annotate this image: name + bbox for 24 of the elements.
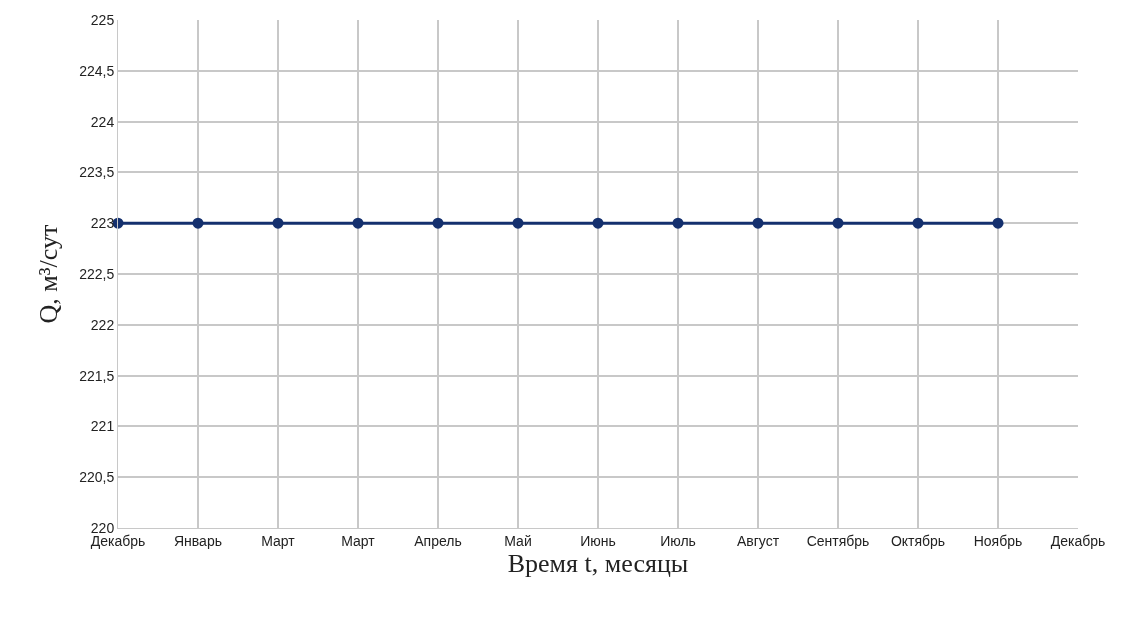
y-tick-label: 222,5: [79, 265, 115, 282]
x-tick-label: Июль: [660, 532, 696, 549]
y-tick-label: 224: [90, 113, 115, 130]
y-tick-label: 221,5: [79, 367, 115, 384]
y-tick-label: 222: [90, 316, 115, 333]
x-tick-label: Январь: [174, 532, 222, 549]
x-tick-label: Апрель: [414, 532, 462, 549]
y-tick-label: 223: [90, 215, 115, 232]
y-tick-label: 224,5: [79, 62, 115, 79]
x-tick-label: Март: [341, 532, 376, 549]
x-tick-label: Сентябрь: [806, 532, 870, 549]
x-tick-label: Октябрь: [890, 532, 946, 549]
x-axis-title: Время t, месяцы: [507, 548, 689, 578]
x-tick-label: Март: [261, 532, 296, 549]
y-tick-label: 220,5: [79, 469, 115, 486]
y-tick-label: 221: [90, 418, 115, 435]
x-tick-label: Ноябрь: [973, 532, 1023, 549]
y-tick-label: 225: [90, 11, 115, 28]
y-tick-label: 223,5: [79, 164, 115, 181]
x-tick-label: Август: [736, 532, 780, 549]
x-tick-label: Декабрь: [1050, 532, 1106, 549]
y-axis-title: Q, м³/сут: [33, 224, 63, 324]
x-tick-label: Май: [504, 532, 532, 549]
x-tick-label: Июнь: [580, 532, 616, 549]
